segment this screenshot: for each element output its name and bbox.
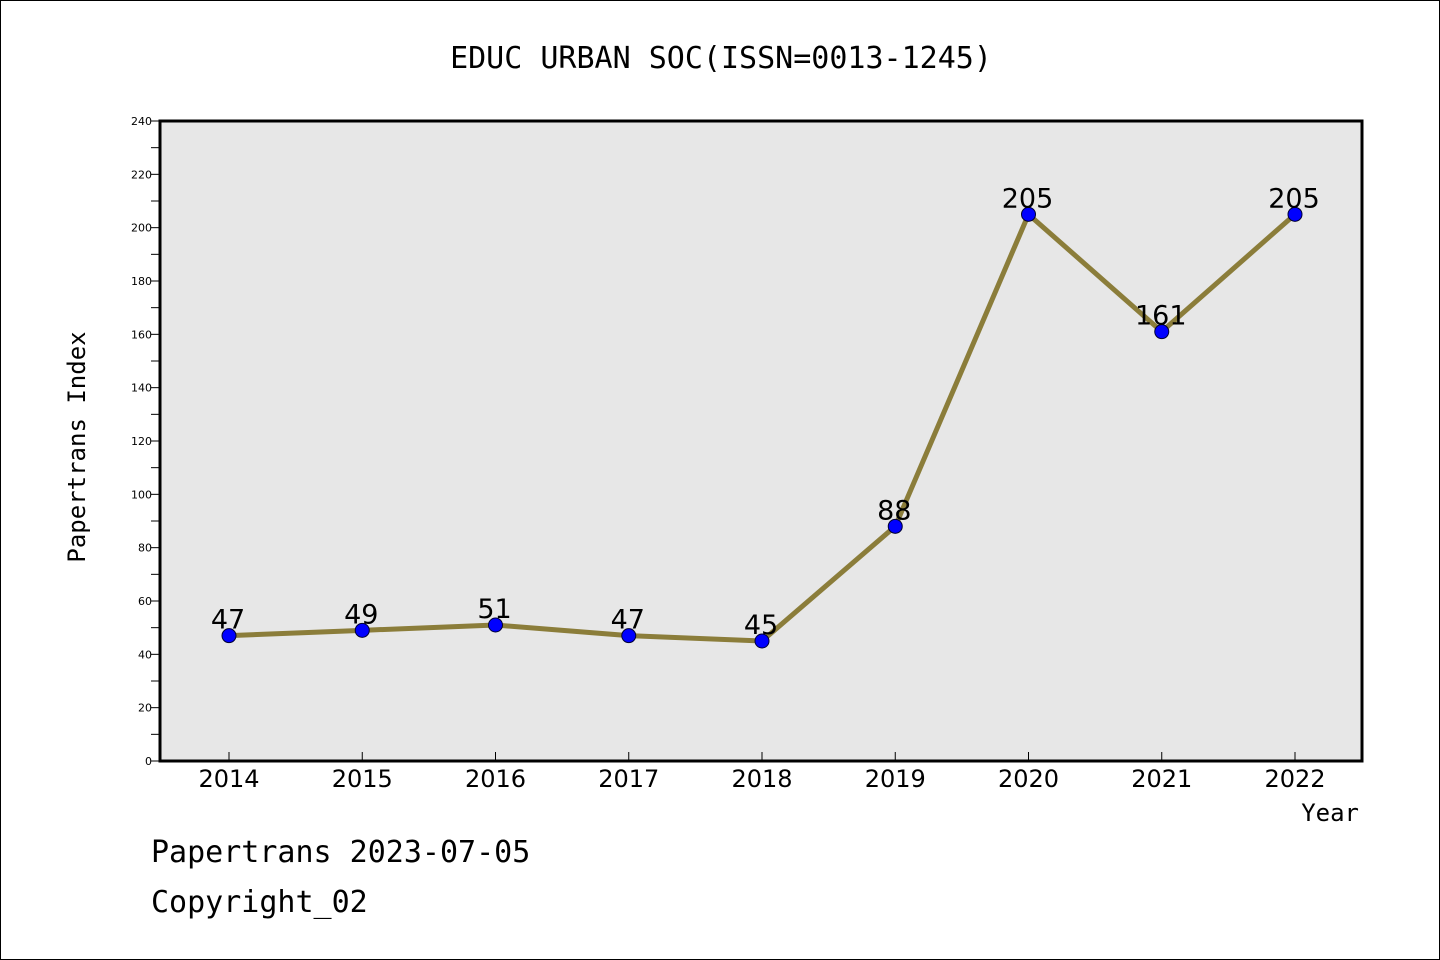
data-label: 49	[344, 599, 378, 630]
y-axis: 0 20 40 60 80 100 120 140 160 180 200 220 240	[131, 115, 160, 768]
x-tick-label: 2020	[998, 765, 1059, 793]
y-tick-label: 0	[145, 755, 152, 768]
data-label: 47	[611, 605, 645, 636]
y-tick-label: 40	[138, 648, 152, 661]
y-tick-label: 240	[131, 115, 152, 128]
x-axis-label: Year	[1301, 799, 1359, 827]
data-point	[754, 633, 770, 649]
footer-date: Papertrans 2023-07-05	[151, 835, 531, 870]
y-tick-label: 160	[131, 328, 152, 341]
y-tick-label: 60	[138, 595, 152, 608]
y-axis-label: Papertrans Index	[63, 331, 91, 562]
y-tick-label: 100	[131, 488, 152, 501]
data-label: 51	[477, 594, 511, 625]
y-tick-label: 120	[131, 435, 152, 448]
data-label: 88	[877, 495, 911, 526]
x-tick-label: 2016	[465, 765, 526, 793]
x-tick-label: 2018	[731, 765, 792, 793]
data-point	[1287, 206, 1303, 222]
data-point	[1021, 206, 1036, 222]
x-tick-label: 2014	[198, 765, 259, 793]
data-point	[354, 622, 370, 638]
plot-area	[160, 121, 1362, 761]
y-tick-label: 20	[138, 702, 152, 715]
x-tick-label: 2019	[865, 765, 926, 793]
data-label: 45	[744, 610, 778, 641]
data-points	[221, 206, 1303, 649]
data-point	[887, 518, 903, 534]
x-tick-label: 2015	[332, 765, 393, 793]
x-tick-label: 2021	[1131, 765, 1192, 793]
data-label: 161	[1135, 301, 1187, 332]
footer-copyright: Copyright_02	[151, 885, 368, 920]
data-label: 205	[1268, 183, 1320, 214]
data-point	[1154, 324, 1170, 340]
x-axis: 2014 2015 2016 2017 2018 2019 2020 2021 2022	[198, 752, 1326, 793]
y-tick-label: 80	[138, 542, 152, 555]
x-tick-label: 2017	[598, 765, 659, 793]
data-point	[221, 628, 237, 644]
plot-border	[158, 119, 1364, 763]
data-label: 205	[1002, 183, 1054, 214]
y-tick-label: 220	[131, 168, 152, 181]
y-tick-label: 140	[131, 382, 152, 395]
data-label: 47	[211, 605, 245, 636]
x-tick-label: 2022	[1264, 765, 1325, 793]
y-tick-label: 200	[131, 222, 152, 235]
y-tick-label: 180	[131, 275, 152, 288]
data-point	[488, 617, 503, 633]
chart-title: EDUC URBAN SOC(ISSN=0013-1245)	[450, 41, 992, 76]
data-labels: 47 49 51 47 45 88 205 161 205	[211, 183, 1320, 641]
data-point	[621, 628, 637, 644]
